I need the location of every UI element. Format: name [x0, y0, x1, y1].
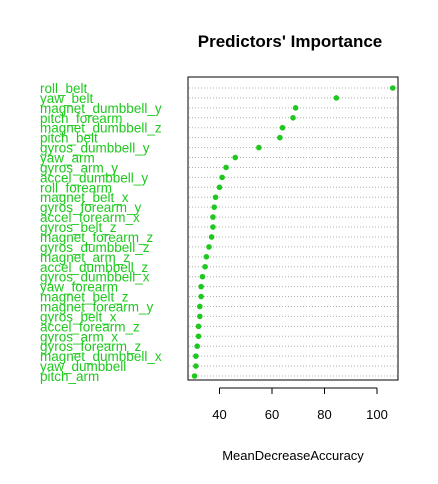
chart-title: Predictors' Importance: [198, 32, 383, 51]
predictor-label: accel_forearm_x: [40, 210, 140, 225]
data-point: [279, 124, 286, 131]
predictor-label: gyros_forearm_y: [40, 200, 142, 215]
predictor-label: gyros_arm_x: [40, 329, 118, 344]
x-axis: 40 60 80 100: [212, 387, 388, 422]
data-point: [210, 214, 216, 220]
data-point: [195, 323, 202, 330]
predictor-label: gyros_belt_x: [40, 309, 117, 324]
predictor-label: roll_belt: [40, 81, 88, 96]
data-point: [210, 224, 216, 230]
predictor-labels: roll_beltyaw_beltmagnet_dumbbell_ypitch_…: [40, 81, 162, 384]
data-point: [195, 333, 202, 340]
x-tick-label: 100: [366, 407, 388, 422]
x-tick-label: 40: [212, 407, 226, 422]
data-point: [277, 134, 283, 141]
predictor-label: accel_dumbbell_z: [40, 260, 148, 275]
data-point: [197, 303, 203, 310]
data-point: [202, 263, 208, 270]
predictor-label: magnet_dumbbell_x: [40, 349, 162, 364]
predictor-label: accel_dumbbell_y: [40, 170, 148, 185]
predictor-label: pitch_belt: [40, 131, 98, 146]
predictor-label: magnet_forearm_z: [40, 230, 154, 245]
data-point: [199, 273, 206, 280]
predictor-label: gyros_forearm_z: [40, 339, 142, 354]
data-point: [333, 95, 340, 101]
data-point: [389, 85, 396, 91]
plot-frame: [187, 76, 399, 381]
predictor-label: gyros_dumbbell_z: [40, 240, 150, 255]
x-tick-label: 60: [265, 407, 279, 422]
data-point: [197, 313, 203, 320]
data-point: [290, 114, 296, 121]
data-point: [223, 164, 229, 171]
data-point: [212, 194, 219, 201]
data-point: [256, 144, 262, 151]
predictor-label: yaw_dumbbell: [40, 359, 126, 374]
predictor-label: magnet_dumbbell_z: [40, 121, 162, 136]
data-points: [191, 85, 396, 379]
data-point: [198, 293, 204, 300]
data-point: [191, 373, 198, 379]
predictor-label: magnet_arm_z: [40, 250, 130, 265]
predictor-label: gyros_dumbbell_x: [40, 270, 150, 285]
predictor-label: magnet_belt_z: [40, 290, 129, 305]
data-point: [219, 174, 225, 181]
predictor-label: magnet_belt_x: [40, 190, 129, 205]
data-point: [194, 343, 200, 350]
x-axis-label: MeanDecreaseAccuracy: [222, 448, 364, 463]
predictor-label: roll_forearm: [40, 180, 112, 195]
data-point: [206, 244, 212, 250]
data-point: [232, 154, 239, 161]
guide-lines: [189, 87, 397, 377]
data-point: [193, 363, 199, 369]
predictor-label: gyros_arm_y: [40, 160, 118, 175]
data-point: [211, 204, 218, 210]
data-point: [193, 353, 199, 359]
x-tick-label: 80: [317, 407, 331, 422]
predictor-label: yaw_arm: [40, 151, 95, 166]
predictor-label: gyros_dumbbell_y: [40, 141, 150, 156]
data-point: [203, 254, 210, 260]
predictor-label: pitch_forearm: [40, 111, 123, 126]
data-point: [208, 234, 215, 240]
data-point: [292, 105, 299, 111]
predictor-label: magnet_forearm_y: [40, 299, 154, 314]
data-point: [198, 283, 204, 290]
predictor-label: yaw_belt: [40, 91, 94, 106]
data-point: [216, 184, 223, 191]
predictor-label: gyros_belt_z: [40, 220, 117, 235]
predictor-label: accel_forearm_z: [40, 319, 140, 334]
predictor-label: magnet_dumbbell_y: [40, 101, 162, 116]
predictor-label: pitch_arm: [40, 369, 99, 384]
predictor-label: yaw_forearm: [40, 280, 118, 295]
